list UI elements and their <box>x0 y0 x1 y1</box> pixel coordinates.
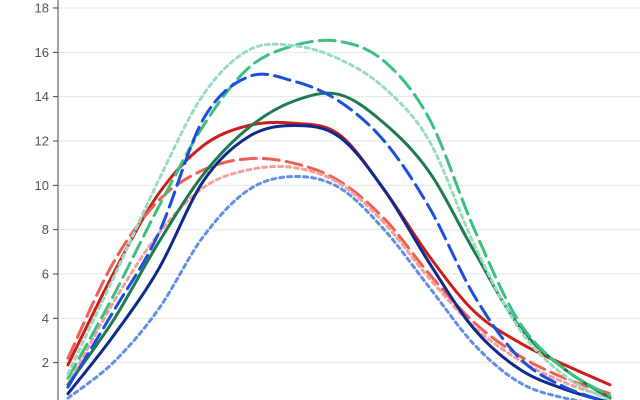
series-line-1 <box>66 120 612 387</box>
y-tick-label: 4 <box>42 311 49 326</box>
series-line-7 <box>66 124 607 400</box>
series-line-3 <box>66 164 612 400</box>
y-tick-label: 18 <box>35 1 49 16</box>
y-axis: 2 4 6 8 10 12 14 16 18 <box>35 0 59 400</box>
y-tick-label: 6 <box>42 267 49 282</box>
y-tick-label: 14 <box>35 89 49 104</box>
y-tick-label: 16 <box>35 45 49 60</box>
series-lines <box>66 38 612 400</box>
y-tick-label: 2 <box>42 355 49 370</box>
series-line-2 <box>66 156 612 396</box>
y-tick-label: 8 <box>42 222 49 237</box>
series-line-6 <box>66 42 612 400</box>
series-line-5 <box>66 38 612 398</box>
series-line-9 <box>66 174 584 400</box>
series-line-8 <box>66 72 607 400</box>
y-tick-label: 12 <box>35 134 49 149</box>
grid-lines <box>58 7 640 364</box>
y-tick-label: 10 <box>35 178 49 193</box>
